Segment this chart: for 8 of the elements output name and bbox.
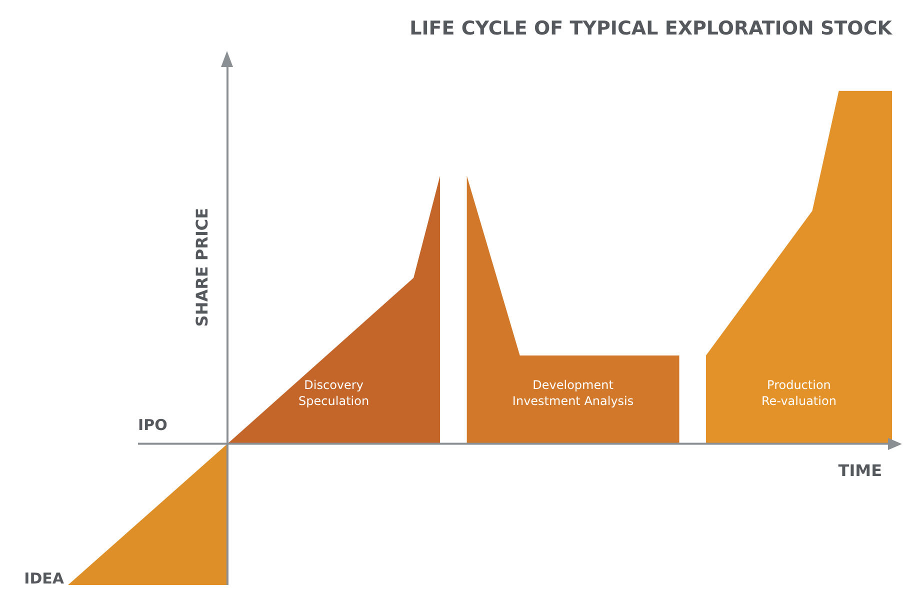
series-label: Development Investment Analysis [512, 378, 634, 408]
ref-line-label: IPO [138, 416, 168, 434]
chart-title: LIFE CYCLE OF TYPICAL EXPLORATION STOCK [410, 17, 894, 40]
y-axis-title: SHARE PRICE [192, 208, 212, 327]
series-label: Discovery Speculation [298, 378, 370, 408]
annotation: IDEA [24, 569, 64, 588]
x-axis-title: TIME [838, 460, 882, 480]
series-label: Production Re-valuation [762, 378, 836, 408]
